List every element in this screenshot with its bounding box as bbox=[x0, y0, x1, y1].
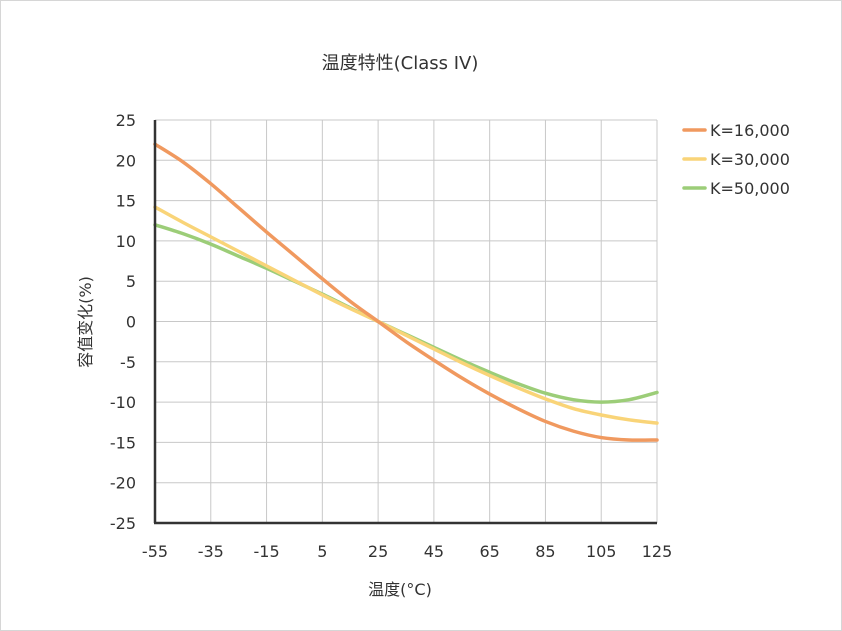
x-tick-label: 65 bbox=[479, 542, 499, 561]
legend-item: K=16,000 bbox=[682, 121, 790, 140]
x-tick-label: -15 bbox=[253, 542, 279, 561]
series-lines bbox=[153, 142, 659, 442]
y-tick-label: -25 bbox=[110, 514, 136, 533]
series-line-k30000 bbox=[153, 205, 659, 425]
y-tick-label: 5 bbox=[126, 272, 136, 291]
x-tick-label: 5 bbox=[317, 542, 327, 561]
y-tick-label: -10 bbox=[110, 393, 136, 412]
x-tick-label: -55 bbox=[142, 542, 168, 561]
grid-lines bbox=[155, 119, 658, 523]
legend-label: K=50,000 bbox=[710, 179, 790, 198]
legend-label: K=30,000 bbox=[710, 150, 790, 169]
series-line-k50000 bbox=[153, 223, 659, 404]
y-tick-label: 20 bbox=[116, 151, 136, 170]
legend-label: K=16,000 bbox=[710, 121, 790, 140]
legend-item: K=30,000 bbox=[682, 150, 790, 169]
x-tick-label: 45 bbox=[424, 542, 444, 561]
legend: K=16,000 K=30,000 K=50,000 bbox=[682, 121, 790, 198]
y-tick-label: -5 bbox=[120, 353, 136, 372]
y-tick-label: -15 bbox=[110, 433, 136, 452]
x-tick-label: 25 bbox=[368, 542, 388, 561]
x-tick-label: 105 bbox=[586, 542, 617, 561]
series-line-k16000 bbox=[153, 142, 659, 442]
y-tick-labels: 25 20 15 10 5 0 -5 -10 -15 -20 -25 bbox=[110, 111, 136, 533]
chart-title: 温度特性(Class IV) bbox=[322, 53, 479, 74]
axes bbox=[153, 120, 657, 525]
legend-item: K=50,000 bbox=[682, 179, 790, 198]
y-tick-label: 0 bbox=[126, 313, 136, 332]
y-tick-label: 10 bbox=[116, 232, 136, 251]
x-tick-label: 125 bbox=[642, 542, 673, 561]
x-tick-label: 85 bbox=[535, 542, 555, 561]
x-tick-labels: -55 -35 -15 5 25 45 65 85 105 125 bbox=[142, 542, 672, 561]
x-tick-label: -35 bbox=[198, 542, 224, 561]
y-tick-label: 25 bbox=[116, 111, 136, 130]
y-tick-label: 15 bbox=[116, 192, 136, 211]
x-axis-label: 温度(°C) bbox=[368, 580, 432, 599]
y-axis-label: 容值变化(%) bbox=[76, 276, 95, 368]
y-tick-label: -20 bbox=[110, 474, 136, 493]
